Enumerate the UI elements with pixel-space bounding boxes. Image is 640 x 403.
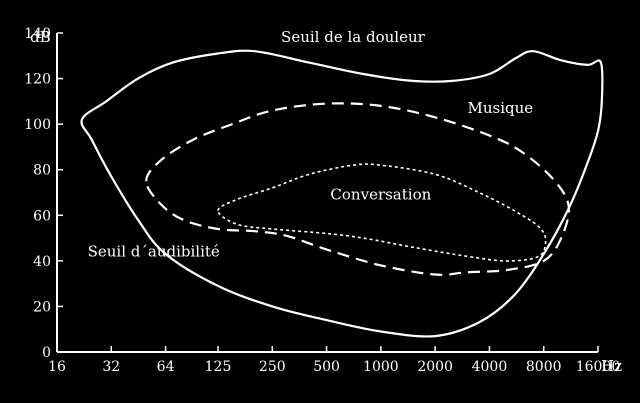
y-tick-label: 60 [33, 208, 51, 224]
x-tick-label: 32 [102, 359, 120, 375]
axes [56, 32, 599, 353]
x-tick-label: 4000 [472, 359, 508, 375]
x-tick-label: 500 [313, 359, 340, 375]
x-tick-label: 16 [48, 359, 66, 375]
region-musique [145, 102, 571, 276]
y-tick-label: 0 [42, 345, 51, 361]
annotation-label: Conversation [330, 185, 431, 203]
y-tick-label: 100 [24, 117, 51, 133]
x-tick-label: 16000 [576, 359, 621, 375]
region-conversation [217, 163, 547, 262]
y-tick-label: 40 [33, 254, 51, 270]
y-tick-label: 20 [33, 299, 51, 315]
x-tick-label: 8000 [526, 359, 562, 375]
tick-labels: 0 20 40 60 80 100 120 140 16 32 64 125 250 500 1000 200… [24, 26, 620, 375]
regions [80, 49, 604, 338]
y-tick-label: 80 [33, 163, 51, 179]
y-tick-label: 120 [24, 72, 51, 88]
x-axis-label: Hz [601, 357, 622, 375]
x-tick-label: 125 [205, 359, 232, 375]
annotations: Seuil de la douleur Musique Conversation Se… [88, 28, 534, 260]
x-tick-label: 64 [157, 359, 175, 375]
annotation-label: Seuil de la douleur [281, 28, 426, 46]
x-tick-label: 2000 [417, 359, 453, 375]
annotation-label: Seuil d´audibilité [88, 242, 220, 260]
x-tick-label: 250 [259, 359, 286, 375]
annotation-label: Musique [468, 99, 534, 117]
y-axis-label: dB [30, 28, 51, 46]
x-tick-label: 1000 [363, 359, 399, 375]
y-tick-label: 140 [24, 26, 51, 42]
region-seuil-de-la-douleur [80, 49, 604, 338]
